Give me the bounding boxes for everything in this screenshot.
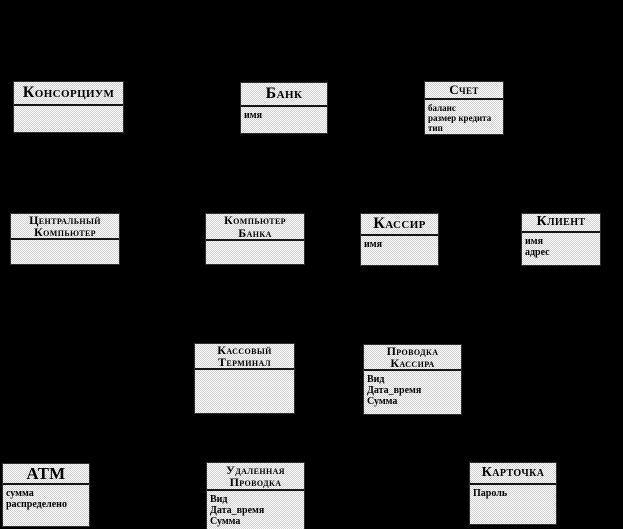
class-attributes: имя: [241, 107, 327, 121]
class-attributes: [206, 241, 304, 244]
class-title: Консорциум: [14, 82, 123, 106]
class-attributes: имя адрес: [522, 233, 600, 258]
class-node-bank: Банк имя: [240, 82, 328, 134]
class-title: Кассир: [361, 214, 438, 236]
class-attribute: Дата_время: [210, 505, 265, 516]
class-attributes: сумма распределено: [3, 485, 89, 510]
class-attribute: Вид: [367, 374, 385, 385]
class-title: Проводка Кассира: [364, 345, 461, 371]
class-attribute: тип: [428, 123, 443, 133]
class-title: Компьютер Банка: [206, 214, 304, 241]
class-title: Кассовый Терминал: [195, 344, 294, 370]
class-node-account: Счет баланс размер кредита тип: [424, 81, 504, 135]
class-attribute: имя: [244, 110, 262, 121]
class-node-cashier-transaction: Проводка Кассира Вид Дата_время Сумма: [363, 344, 462, 415]
class-node-atm: АТМ сумма распределено: [2, 463, 90, 527]
class-node-client: Клиент имя адрес: [521, 213, 601, 266]
class-attribute: Дата_время: [367, 385, 422, 396]
class-node-bank-computer: Компьютер Банка: [205, 213, 305, 265]
class-attributes: Пароль: [470, 485, 556, 499]
class-attribute: имя: [364, 239, 382, 250]
class-attributes: имя: [361, 236, 438, 250]
class-attributes: [195, 370, 294, 373]
class-attribute: Сумма: [367, 396, 398, 407]
class-attribute: Вид: [210, 494, 228, 505]
class-title: Удаленная Проводка: [207, 463, 304, 491]
class-attributes: Вид Дата_время Сумма: [364, 371, 461, 407]
class-title: Счет: [425, 82, 503, 100]
class-node-card: Карточка Пароль: [469, 462, 557, 525]
class-title: Банк: [241, 83, 327, 107]
class-attribute: имя: [525, 236, 543, 247]
class-title: Центральный Компьютер: [11, 214, 119, 240]
class-attribute: баланс: [428, 103, 456, 113]
class-attribute: распределено: [6, 499, 67, 510]
class-node-cash-terminal: Кассовый Терминал: [194, 343, 295, 414]
class-node-central-computer: Центральный Компьютер: [10, 213, 120, 265]
class-attributes: [14, 106, 123, 109]
class-attribute: адрес: [525, 247, 550, 258]
class-attribute: размер кредита: [428, 113, 492, 123]
class-node-remote-transaction: Удаленная Проводка Вид Дата_время Сумма: [206, 462, 305, 529]
class-attribute: Пароль: [473, 488, 508, 499]
class-attributes: [11, 240, 119, 243]
class-title: АТМ: [3, 464, 89, 485]
class-attributes: баланс размер кредита тип: [425, 100, 503, 133]
class-attribute: Сумма: [210, 516, 241, 527]
class-attribute: сумма: [6, 488, 34, 499]
class-title: Клиент: [522, 214, 600, 233]
class-node-consortium: Консорциум: [13, 81, 124, 133]
class-attributes: Вид Дата_время Сумма: [207, 491, 304, 527]
class-title: Карточка: [470, 463, 556, 485]
class-node-cashier: Кассир имя: [360, 213, 439, 266]
